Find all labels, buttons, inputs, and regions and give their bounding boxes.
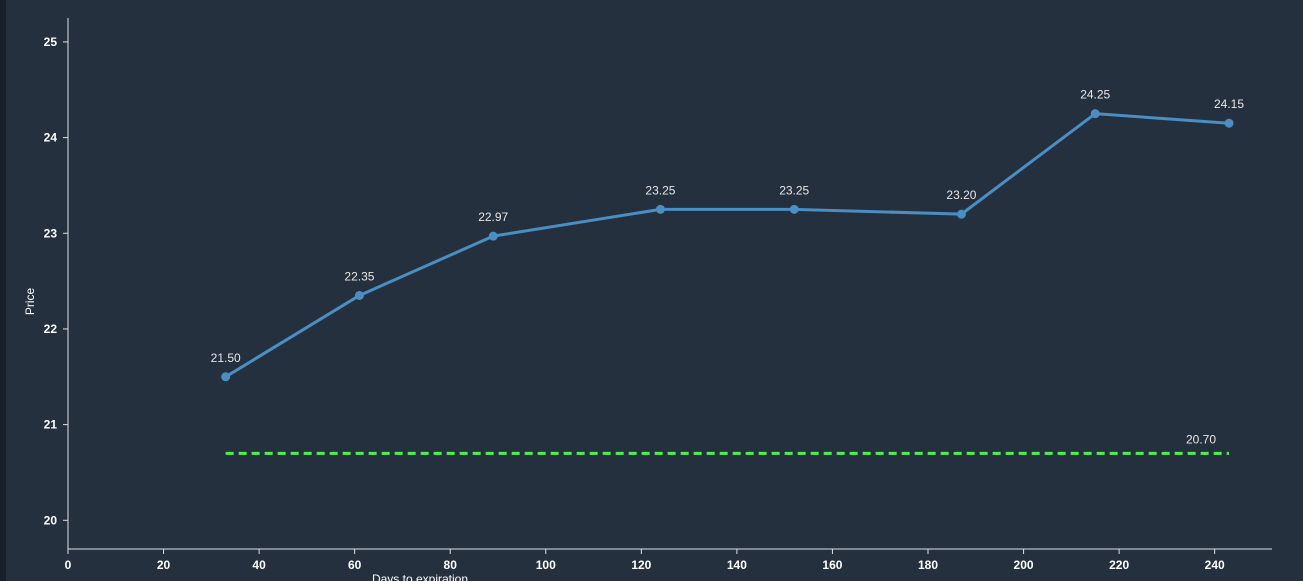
x-tick-label: 100: [536, 558, 556, 572]
x-tick-label: 160: [822, 558, 842, 572]
left-edge-strip: [0, 0, 6, 581]
data-point: [1090, 109, 1100, 119]
data-point: [789, 204, 799, 214]
y-tick-label: 23: [44, 226, 58, 240]
data-point: [655, 204, 665, 214]
x-tick-label: 60: [348, 558, 362, 572]
series-line: [224, 112, 1230, 379]
data-label: 24.25: [1080, 88, 1110, 102]
x-tick-label: 240: [1205, 558, 1225, 572]
y-tick-label: 22: [44, 322, 58, 336]
data-label: 23.25: [645, 183, 675, 197]
data-labels-group: 21.50 22.35 22.97 23.25 23.25 23.20 24.25 24.15: [211, 88, 1245, 365]
x-tick-label: 180: [918, 558, 938, 572]
x-tick-label: 0: [65, 558, 72, 572]
series-group: [221, 109, 1234, 382]
data-label: 24.15: [1214, 97, 1244, 111]
data-point: [488, 231, 498, 241]
reference-line-group: 20.70: [225, 432, 1229, 455]
x-tick-label: 220: [1109, 558, 1129, 572]
y-tick-label: 21: [44, 418, 58, 432]
y-tick-label: 24: [44, 131, 58, 145]
x-tick-label: 40: [252, 558, 266, 572]
data-label: 23.20: [946, 188, 976, 202]
data-label: 22.35: [344, 269, 374, 283]
x-tick-label: 120: [631, 558, 651, 572]
y-tick-label: 25: [44, 35, 58, 49]
y-tick-label: 20: [44, 513, 58, 527]
data-point: [1224, 118, 1234, 128]
data-point: [956, 209, 966, 219]
data-point: [221, 372, 231, 382]
reference-line-label: 20.70: [1186, 432, 1216, 446]
data-label: 22.97: [478, 210, 508, 224]
axes: 0 20 40 60 80 100 120 140 160 180 200 220 240 20 21 22 2…: [23, 18, 1272, 581]
x-tick-label: 200: [1014, 558, 1034, 572]
data-label: 23.25: [779, 183, 809, 197]
x-tick-label: 140: [727, 558, 747, 572]
x-tick-label: 20: [157, 558, 171, 572]
y-axis-title: Price: [23, 288, 37, 316]
x-axis-title: Days to expiration: [372, 572, 468, 581]
data-label: 21.50: [211, 351, 241, 365]
data-point: [354, 290, 364, 300]
chart-panel: [6, 0, 1303, 581]
x-tick-label: 80: [444, 558, 458, 572]
